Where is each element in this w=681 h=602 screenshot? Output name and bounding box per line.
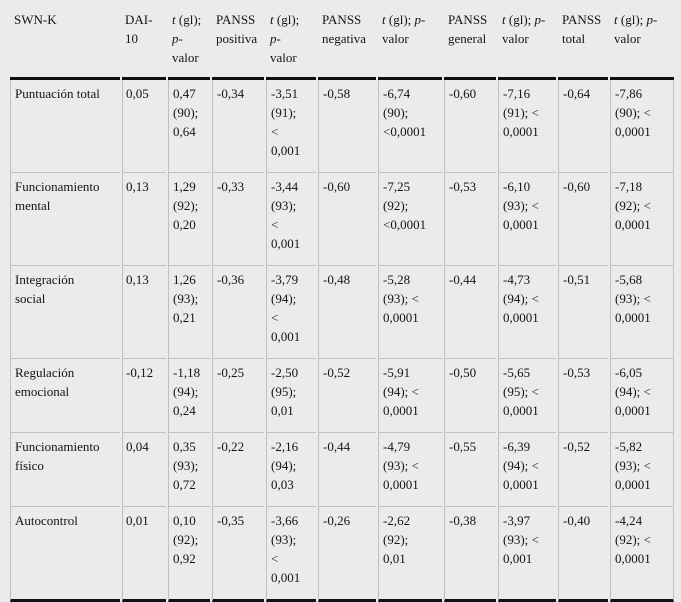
stat-cell: -0,58 (318, 80, 376, 173)
stat-cell: 1,29 (92); 0,20 (168, 173, 210, 266)
stat-cell: -0,44 (318, 433, 376, 507)
column-header-5: t (gl); p-valor (266, 8, 316, 80)
stat-cell: -4,24 (92); < 0,0001 (610, 507, 674, 602)
stat-cell: 0,05 (122, 80, 166, 173)
stat-cell: -0,22 (212, 433, 264, 507)
column-header-10: PANSS total (558, 8, 608, 80)
stat-cell: 1,26 (93); 0,21 (168, 266, 210, 359)
row-label: Funcionamiento mental (10, 173, 120, 266)
stat-cell: -6,05 (94); < 0,0001 (610, 359, 674, 433)
stat-cell: -0,38 (444, 507, 496, 602)
table-header: SWN-K DAI-10 t (gl); p-valor PANSS positiva… (10, 8, 674, 80)
table-body: Puntuación total 0,05 0,47 (90); 0,64 -0,34… (10, 80, 674, 602)
column-header-9: t (gl); p-valor (498, 8, 556, 80)
table-row: Integración social 0,13 1,26 (93); 0,21 -0,… (10, 266, 674, 359)
stat-cell: -3,66 (93); < 0,001 (266, 507, 316, 602)
swnk-correlations-table: SWN-K DAI-10 t (gl); p-valor PANSS positiva… (8, 8, 676, 602)
table-row: Autocontrol 0,01 0,10 (92); 0,92 -0,35 -3,66… (10, 507, 674, 602)
stat-cell: -3,44 (93); < 0,001 (266, 173, 316, 266)
column-header-7: t (gl); p-valor (378, 8, 442, 80)
stat-cell: -0,40 (558, 507, 608, 602)
stat-cell: -7,16 (91); < 0,0001 (498, 80, 556, 173)
row-label: Regulación emocional (10, 359, 120, 433)
stat-cell: 0,04 (122, 433, 166, 507)
stat-cell: -0,53 (444, 173, 496, 266)
stat-cell: -2,50 (95); 0,01 (266, 359, 316, 433)
stat-cell: 0,35 (93); 0,72 (168, 433, 210, 507)
column-header-4: PANSS positiva (212, 8, 264, 80)
column-header-2: DAI-10 (122, 8, 166, 80)
stat-cell: -0,35 (212, 507, 264, 602)
column-header-6: PANSS negativa (318, 8, 376, 80)
stat-cell: -6,10 (93); < 0,0001 (498, 173, 556, 266)
row-label: Funcionamiento físico (10, 433, 120, 507)
stat-cell: -0,64 (558, 80, 608, 173)
stat-cell: -0,52 (318, 359, 376, 433)
stat-cell: -3,79 (94); < 0,001 (266, 266, 316, 359)
table-row: Funcionamiento mental 0,13 1,29 (92); 0,20… (10, 173, 674, 266)
stat-cell: -5,65 (95); < 0,0001 (498, 359, 556, 433)
stat-cell: -5,82 (93); < 0,0001 (610, 433, 674, 507)
column-header-8: PANSS general (444, 8, 496, 80)
header-row: SWN-K DAI-10 t (gl); p-valor PANSS positiva… (10, 8, 674, 80)
stat-cell: -0,34 (212, 80, 264, 173)
stat-cell: -2,16 (94); 0,03 (266, 433, 316, 507)
stat-cell: -7,86 (90); < 0,0001 (610, 80, 674, 173)
stat-cell: -3,51 (91); < 0,001 (266, 80, 316, 173)
stat-cell: -0,52 (558, 433, 608, 507)
stat-cell: -6,39 (94); < 0,0001 (498, 433, 556, 507)
stat-cell: -2,62 (92); 0,01 (378, 507, 442, 602)
stat-cell: -0,60 (558, 173, 608, 266)
stat-cell: -1,18 (94); 0,24 (168, 359, 210, 433)
stat-cell: -0,25 (212, 359, 264, 433)
stat-cell: -5,91 (94); < 0,0001 (378, 359, 442, 433)
stat-cell: -4,73 (94); < 0,0001 (498, 266, 556, 359)
row-label: Autocontrol (10, 507, 120, 602)
table-row: Funcionamiento físico 0,04 0,35 (93); 0,72… (10, 433, 674, 507)
stat-cell: -6,74 (90); <0,0001 (378, 80, 442, 173)
stat-cell: -3,97 (93); < 0,001 (498, 507, 556, 602)
column-header-11: t (gl); p-valor (610, 8, 674, 80)
row-label: Puntuación total (10, 80, 120, 173)
stat-cell: -0,36 (212, 266, 264, 359)
stat-cell: -0,50 (444, 359, 496, 433)
stat-cell: -4,79 (93); < 0,0001 (378, 433, 442, 507)
stat-cell: 0,13 (122, 266, 166, 359)
stat-cell: -0,51 (558, 266, 608, 359)
stat-cell: -0,60 (444, 80, 496, 173)
stat-cell: -0,60 (318, 173, 376, 266)
stat-cell: -0,48 (318, 266, 376, 359)
column-header-3: t (gl); p-valor (168, 8, 210, 80)
stat-cell: -0,53 (558, 359, 608, 433)
stat-cell: -7,25 (92); <0,0001 (378, 173, 442, 266)
stat-cell: -5,68 (93); < 0,0001 (610, 266, 674, 359)
stat-cell: 0,10 (92); 0,92 (168, 507, 210, 602)
stat-cell: -0,33 (212, 173, 264, 266)
stat-cell: 0,13 (122, 173, 166, 266)
stat-cell: -0,55 (444, 433, 496, 507)
column-header-1: SWN-K (10, 8, 120, 80)
stat-cell: -0,12 (122, 359, 166, 433)
stat-cell: -0,26 (318, 507, 376, 602)
stat-cell: -5,28 (93); < 0,0001 (378, 266, 442, 359)
row-label: Integración social (10, 266, 120, 359)
stat-cell: 0,47 (90); 0,64 (168, 80, 210, 173)
stat-cell: -0,44 (444, 266, 496, 359)
table-row: Puntuación total 0,05 0,47 (90); 0,64 -0,34… (10, 80, 674, 173)
stat-cell: 0,01 (122, 507, 166, 602)
stat-cell: -7,18 (92); < 0,0001 (610, 173, 674, 266)
table-row: Regulación emocional -0,12 -1,18 (94); 0,2… (10, 359, 674, 433)
